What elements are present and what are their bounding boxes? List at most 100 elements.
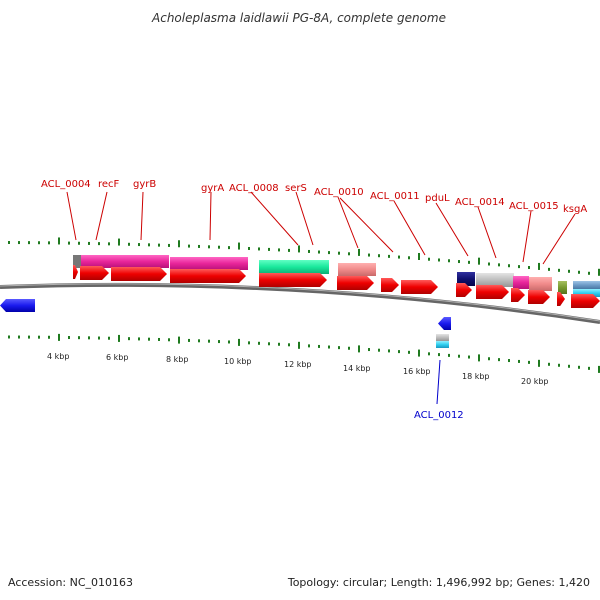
reverse-gene-arrow[interactable] bbox=[438, 317, 451, 330]
scale-minor-tick bbox=[308, 344, 310, 348]
cog-block bbox=[558, 281, 567, 294]
forward-gene-arrow[interactable] bbox=[111, 267, 167, 281]
gene-label[interactable]: ACL_0011 bbox=[370, 191, 420, 202]
scale-minor-tick bbox=[328, 251, 330, 255]
scale-minor-tick bbox=[378, 348, 380, 352]
scale-minor-tick bbox=[428, 352, 430, 356]
scale-minor-tick bbox=[588, 366, 590, 370]
forward-gene-arrow[interactable] bbox=[80, 266, 109, 280]
scale-minor-tick bbox=[218, 340, 220, 344]
scale-label: 20 kbp bbox=[521, 377, 549, 386]
gene-label[interactable]: pduL bbox=[425, 193, 450, 204]
scale-minor-tick bbox=[408, 256, 410, 260]
scale-minor-tick bbox=[468, 355, 470, 359]
cog-block bbox=[573, 289, 600, 297]
gene-label[interactable]: gyrA bbox=[201, 183, 224, 194]
scale-minor-tick bbox=[48, 335, 50, 339]
scale-minor-tick bbox=[258, 341, 260, 345]
reverse-gene-arrow[interactable] bbox=[0, 299, 35, 312]
scale-minor-tick bbox=[308, 249, 310, 253]
gene-label[interactable]: ACL_0010 bbox=[314, 187, 364, 198]
scale-minor-tick bbox=[258, 247, 260, 251]
scale-major-tick bbox=[58, 237, 60, 245]
scale-major-tick bbox=[118, 334, 120, 342]
scale-minor-tick bbox=[438, 353, 440, 357]
scale-label: 10 kbp bbox=[224, 357, 252, 366]
scale-minor-tick bbox=[398, 255, 400, 259]
scale-minor-tick bbox=[528, 266, 530, 270]
scale-minor-tick bbox=[488, 262, 490, 266]
scale-labels: 4 kbp 6 kbp 8 kbp 10 kbp 12 kbp 14 kbp 1… bbox=[47, 352, 549, 386]
scale-minor-tick bbox=[108, 336, 110, 340]
scale-minor-tick bbox=[128, 337, 130, 341]
gene-label[interactable]: gyrB bbox=[133, 179, 156, 190]
gene-labels: ACL_0004 recF gyrB gyrA ACL_0008 serS AC… bbox=[41, 179, 587, 421]
cog-block bbox=[259, 260, 329, 274]
forward-gene-arrow[interactable] bbox=[557, 292, 565, 306]
scale-minor-tick bbox=[228, 246, 230, 250]
scale-minor-tick bbox=[68, 241, 70, 245]
scale-minor-tick bbox=[18, 241, 20, 245]
scale-major-tick bbox=[358, 345, 360, 353]
forward-gene-arrow[interactable] bbox=[337, 276, 374, 290]
scale-minor-tick bbox=[348, 252, 350, 256]
scale-major-tick bbox=[178, 240, 180, 248]
scale-minor-tick bbox=[548, 267, 550, 271]
gene-label[interactable]: ACL_0015 bbox=[509, 201, 559, 212]
forward-gene-arrow[interactable] bbox=[259, 273, 327, 287]
scale-minor-tick bbox=[508, 264, 510, 268]
scale-label: 14 kbp bbox=[343, 364, 371, 373]
scale-minor-tick bbox=[208, 339, 210, 343]
gene-label[interactable]: ACL_0008 bbox=[229, 183, 279, 194]
scale-major-tick bbox=[418, 349, 420, 357]
accession-text: Accession: NC_010163 bbox=[8, 576, 133, 589]
scale-minor-tick bbox=[338, 346, 340, 350]
scale-major-tick bbox=[358, 248, 360, 256]
scale-minor-tick bbox=[458, 260, 460, 264]
genome-backbone bbox=[0, 282, 600, 324]
gene-label[interactable]: ACL_0012 bbox=[414, 410, 464, 421]
gene-label[interactable]: recF bbox=[98, 179, 120, 190]
scale-minor-tick bbox=[188, 244, 190, 248]
gene-label[interactable]: ACL_0014 bbox=[455, 197, 505, 208]
forward-strand-genes bbox=[73, 265, 600, 308]
gene-label[interactable]: ACL_0004 bbox=[41, 179, 91, 190]
cog-block bbox=[81, 255, 169, 268]
cog-block bbox=[338, 263, 376, 276]
scale-minor-tick bbox=[568, 364, 570, 368]
scale-minor-tick bbox=[428, 257, 430, 261]
forward-gene-arrow[interactable] bbox=[73, 265, 78, 279]
forward-gene-arrow[interactable] bbox=[511, 288, 525, 302]
scale-minor-tick bbox=[138, 243, 140, 247]
forward-gene-arrow[interactable] bbox=[476, 285, 509, 299]
gene-label[interactable]: ksgA bbox=[563, 204, 587, 215]
scale-label: 4 kbp bbox=[47, 352, 69, 361]
gene-label[interactable]: serS bbox=[285, 183, 307, 194]
scale-minor-tick bbox=[528, 360, 530, 364]
scale-minor-tick bbox=[138, 337, 140, 341]
scale-minor-tick bbox=[388, 254, 390, 258]
scale-major-tick bbox=[298, 341, 300, 349]
scale-major-tick bbox=[478, 354, 480, 362]
scale-major-tick bbox=[238, 242, 240, 250]
forward-gene-arrow[interactable] bbox=[170, 269, 246, 283]
cog-block bbox=[436, 341, 449, 348]
forward-gene-arrow[interactable] bbox=[401, 280, 438, 294]
scale-minor-tick bbox=[108, 242, 110, 246]
forward-gene-arrow[interactable] bbox=[571, 294, 600, 308]
scale-major-tick bbox=[538, 359, 540, 367]
map-title: Acholeplasma laidlawii PG-8A, complete g… bbox=[151, 11, 446, 25]
forward-gene-arrow[interactable] bbox=[381, 278, 399, 292]
scale-minor-tick bbox=[498, 263, 500, 267]
scale-minor-tick bbox=[568, 269, 570, 273]
scale-minor-tick bbox=[398, 350, 400, 354]
topology-text: Topology: circular; Length: 1,496,992 bp… bbox=[287, 576, 590, 589]
scale-major-tick bbox=[238, 338, 240, 346]
forward-gene-arrow[interactable] bbox=[456, 283, 472, 297]
scale-minor-tick bbox=[548, 362, 550, 366]
scale-minor-tick bbox=[578, 270, 580, 274]
cog-block bbox=[529, 277, 552, 291]
forward-gene-arrow[interactable] bbox=[528, 290, 550, 304]
cog-category-track bbox=[73, 255, 600, 297]
scale-minor-tick bbox=[8, 241, 10, 244]
